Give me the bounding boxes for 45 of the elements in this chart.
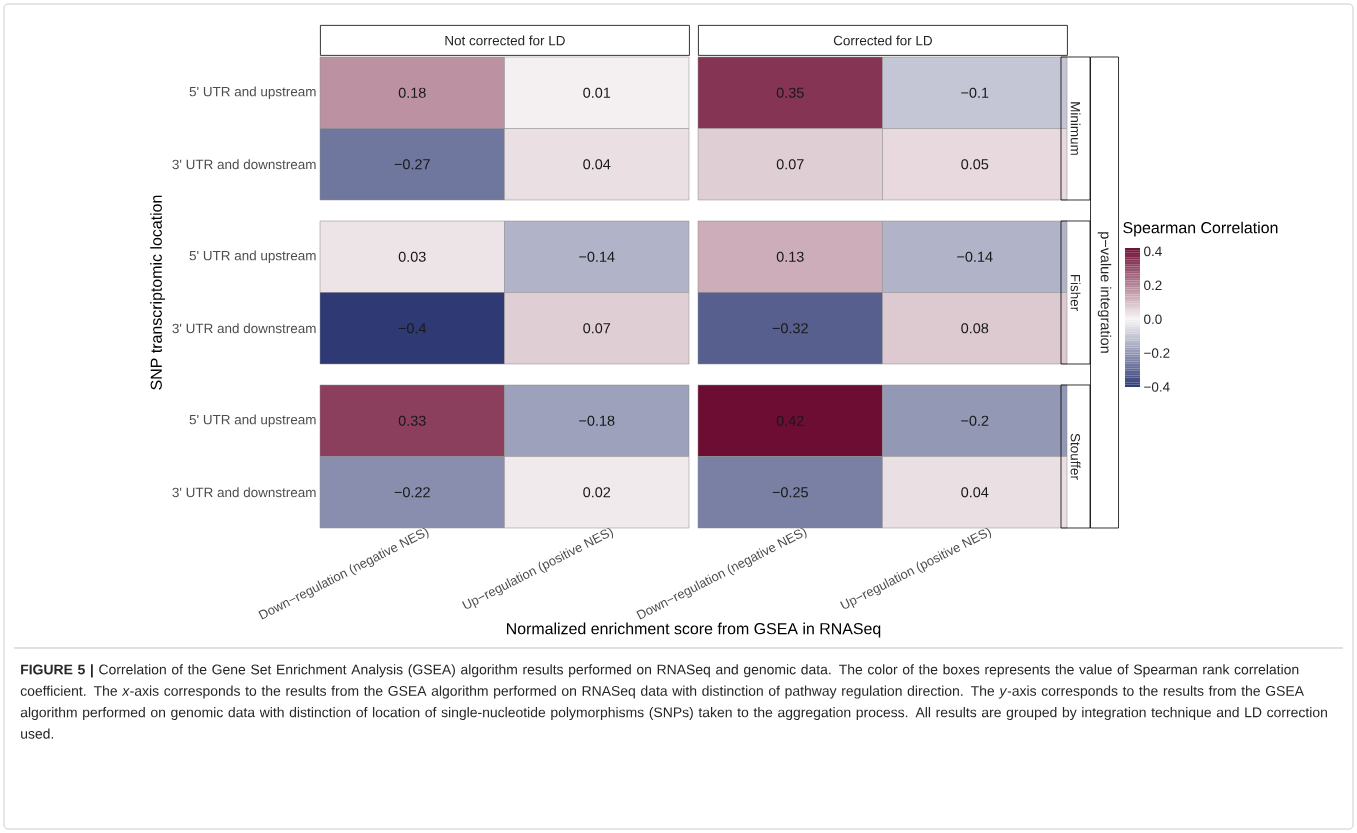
y-tick-label: 3' UTR and downstream [172,323,316,334]
color-bar-label: 0.4 [1144,246,1162,257]
data-label: −0.1 [961,87,989,98]
data-label: 0.13 [776,251,804,262]
text: Stouffer [1070,433,1081,480]
data-label: −0.14 [957,251,993,262]
data-label: −0.27 [394,159,430,170]
data-label: 0.33 [398,415,426,426]
data-label: 0.04 [961,487,989,498]
data-label: −0.14 [579,251,615,262]
data-label: 0.01 [583,87,611,98]
data-label: 0.02 [583,487,611,498]
data-label: −0.4 [398,323,427,334]
text: p−value integration [1097,232,1112,353]
y-tick-label: 5' UTR and upstream [189,86,316,100]
data-label: −0.25 [772,487,808,498]
data-label: 0.04 [583,159,611,170]
data-label: −0.32 [772,323,808,334]
text: Corrected for LD [833,35,932,46]
text: Minimum [1070,102,1081,155]
data-label: 0.07 [776,159,804,170]
data-label: −0.18 [579,415,615,426]
data-label: 0.08 [961,323,989,334]
y-axis-title: SNP transcriptomic location [150,195,166,390]
text: Not corrected for LD [445,35,565,46]
data-label: −0.2 [961,415,989,426]
data-label: 0.42 [776,415,804,426]
y-tick-label: 3' UTR and downstream [172,159,316,170]
y-tick-label: 3' UTR and downstream [172,487,316,498]
data-label: 0.07 [583,323,611,334]
y-tick-label: 5' UTR and upstream [189,250,316,264]
data-label: 0.35 [776,87,804,98]
y-tick-label: 5' UTR and upstream [189,414,316,428]
color-bar-label: 0.0 [1144,314,1162,324]
text: FIGURE 5 | Correlation of the Gene Set Enrichment Analysis (GSEA) algorithm results performed on RNASeq and genomic data. The color of the boxes represents the value of Spearman rank correlation coefficient. The x-axis corresponds to the results from the GSEA algorithm performed on RNASeq data with distinction of pathway regulation direction. The y-axis corresponds to the results from the GSEA algorithm performed on genomic data with distinction of location of single-nucleotide polymorphisms (SNPs) taken to the aggregation process. All results are grouped by integration technique and LD correction used. [20,664,1327,739]
data-label: −0.22 [394,487,430,498]
data-label: 0.18 [398,87,426,98]
color-bar-label: −0.4 [1144,382,1170,392]
color-bar-title: Spearman Correlation [1123,221,1278,237]
data-label: 0.03 [398,251,426,262]
x-axis-title: Normalized enrichment score from GSEA in RNASeq [507,622,881,638]
data-label: 0.05 [961,159,989,170]
color-bar-label: −0.2 [1144,348,1170,358]
text: Fisher [1070,274,1081,311]
color-bar-label: 0.2 [1144,280,1162,291]
